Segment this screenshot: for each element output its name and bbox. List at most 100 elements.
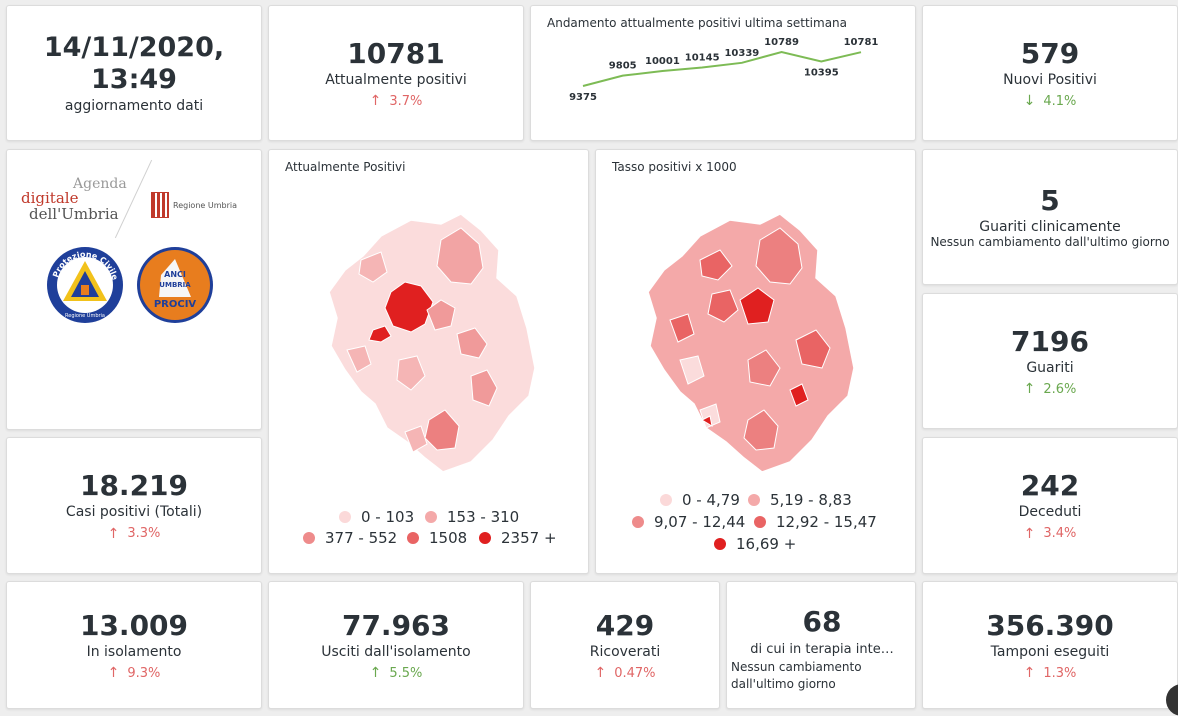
arrow-up-icon: ↑ xyxy=(107,665,120,681)
arrow-up-icon: ↑ xyxy=(594,665,607,681)
legend-label: 2357 + xyxy=(501,529,557,547)
regione-umbria-logo: Regione Umbria xyxy=(151,192,237,218)
legend-label: 0 - 4,79 xyxy=(682,491,740,509)
casi-totali-value: 18.219 xyxy=(79,469,189,502)
trend-card[interactable]: Andamento attualmente positivi ultima se… xyxy=(530,5,916,141)
map1-legend: 0 - 103 153 - 310 377 - 552 1508 2357 + xyxy=(269,150,590,575)
map1-legend-item: 1508 xyxy=(407,529,467,547)
casi-totali-card[interactable]: 18.219 Casi positivi (Totali) ↑ 3.3% xyxy=(6,437,262,574)
update-datetime: 14/11/2020, 13:49 xyxy=(43,32,225,95)
legend-label: 0 - 103 xyxy=(361,508,415,526)
attualmente-positivi-delta: ↑ 3.7% xyxy=(370,94,423,109)
delta-value: 9.3% xyxy=(127,665,161,681)
anci-line3: PROCIV xyxy=(154,299,197,310)
protezione-bottom-text: Regione Umbria xyxy=(65,313,105,319)
tamponi-delta: ↑ 1.3% xyxy=(1024,666,1077,681)
terapia-intensiva-card[interactable]: 68 di cui in terapia inte… Nessun cambia… xyxy=(726,581,916,709)
map1-legend-item: 0 - 103 xyxy=(339,508,414,526)
legend-dot-icon xyxy=(425,511,437,523)
delta-value: 0.47% xyxy=(614,665,656,681)
legend-label: 9,07 - 12,44 xyxy=(654,513,746,531)
logos-card: Agenda digitale dell'Umbria Regione Umbr… xyxy=(6,149,262,430)
terapia-note-line1: Nessun cambiamento xyxy=(731,660,862,674)
usciti-card[interactable]: 77.963 Usciti dall'isolamento ↑ 5.5% xyxy=(268,581,524,709)
agenda-line1: Agenda xyxy=(73,176,127,192)
agenda-line2: digitale xyxy=(21,189,79,207)
guariti-label: Guariti xyxy=(1026,359,1074,376)
casi-totali-label: Casi positivi (Totali) xyxy=(65,504,203,520)
deceduti-card[interactable]: 242 Deceduti ↑ 3.4% xyxy=(922,437,1178,574)
arrow-up-icon: ↑ xyxy=(369,93,382,109)
ricoverati-card[interactable]: 429 Ricoverati ↑ 0.47% xyxy=(530,581,720,709)
update-label: aggiornamento dati xyxy=(64,98,204,114)
umbria-map-tasso[interactable] xyxy=(640,200,880,480)
map2-legend-item: 5,19 - 8,83 xyxy=(748,491,852,509)
legend-dot-icon xyxy=(748,494,760,506)
arrow-up-icon: ↑ xyxy=(1023,381,1036,397)
delta-value: 3.7% xyxy=(389,93,423,109)
map-attualmente-positivi-card[interactable]: Attualmente Positivi 0 - 103 153 - 310 3… xyxy=(268,149,589,574)
attualmente-positivi-label: Attualmente positivi xyxy=(325,71,467,88)
usciti-value: 77.963 xyxy=(341,608,451,642)
legend-label: 1508 xyxy=(429,529,468,547)
map1-legend-item: 2357 + xyxy=(479,529,557,547)
regione-emblem-icon xyxy=(151,192,169,218)
ricoverati-delta: ↑ 0.47% xyxy=(594,666,655,681)
terapia-value: 68 xyxy=(802,605,842,638)
map2-legend-item: 0 - 4,79 xyxy=(660,491,740,509)
legend-label: 16,69 + xyxy=(736,535,797,553)
terapia-label: di cui in terapia inte… xyxy=(750,642,894,657)
arrow-up-icon: ↑ xyxy=(1023,665,1036,681)
tamponi-value: 356.390 xyxy=(986,608,1114,642)
guariti-clinicamente-label: Guariti clinicamente xyxy=(979,219,1121,235)
guariti-clinicamente-value: 5 xyxy=(1040,184,1060,217)
usciti-label: Usciti dall'isolamento xyxy=(321,643,471,660)
ricoverati-value: 429 xyxy=(595,608,655,642)
map2-legend-item: 12,92 - 15,47 xyxy=(754,513,877,531)
deceduti-label: Deceduti xyxy=(1018,504,1082,520)
trend-line xyxy=(582,50,862,87)
delta-value: 3.4% xyxy=(1043,526,1077,541)
tamponi-card[interactable]: 356.390 Tamponi eseguiti ↑ 1.3% xyxy=(922,581,1178,709)
deceduti-delta: ↑ 3.4% xyxy=(1024,526,1077,541)
guariti-clinicamente-card[interactable]: 5 Guariti clinicamente Nessun cambiament… xyxy=(922,149,1178,285)
update-card: 14/11/2020, 13:49 aggiornamento dati xyxy=(6,5,262,141)
guariti-card[interactable]: 7196 Guariti ↑ 2.6% xyxy=(922,293,1178,429)
umbria-map-positivi[interactable] xyxy=(321,200,561,480)
legend-dot-icon xyxy=(479,532,491,544)
delta-value: 4.1% xyxy=(1043,93,1077,109)
map-tasso-positivi-card[interactable]: Tasso positivi x 1000 0 - 4,79 5,19 - 8,… xyxy=(595,149,916,574)
legend-dot-icon xyxy=(303,532,315,544)
legend-dot-icon xyxy=(407,532,419,544)
attualmente-positivi-value: 10781 xyxy=(347,36,445,70)
legend-dot-icon xyxy=(660,494,672,506)
legend-dot-icon xyxy=(714,538,726,550)
isolamento-label: In isolamento xyxy=(86,643,182,660)
nuovi-positivi-card[interactable]: 579 Nuovi Positivi ↓ 4.1% xyxy=(922,5,1178,141)
arrow-up-icon: ↑ xyxy=(107,525,120,542)
trend-point-label: 10395 xyxy=(804,67,839,78)
tamponi-label: Tamponi eseguiti xyxy=(990,643,1110,660)
map1-title: Attualmente Positivi xyxy=(285,160,406,174)
legend-label: 12,92 - 15,47 xyxy=(776,513,877,531)
trend-point-label: 10001 xyxy=(645,56,680,67)
trend-point-label: 10145 xyxy=(685,52,720,63)
map1-legend-item: 153 - 310 xyxy=(425,508,519,526)
trend-point-label: 10339 xyxy=(724,48,759,59)
trend-point-label: 9805 xyxy=(609,61,637,72)
guariti-value: 7196 xyxy=(1011,324,1089,358)
legend-dot-icon xyxy=(632,516,644,528)
anci-prociv-logo: ANCI UMBRIA PROCIV xyxy=(137,247,213,323)
nuovi-positivi-label: Nuovi Positivi xyxy=(1003,71,1097,88)
trend-title: Andamento attualmente positivi ultima se… xyxy=(547,16,848,30)
ricoverati-label: Ricoverati xyxy=(589,643,661,660)
guariti-delta: ↑ 2.6% xyxy=(1024,382,1077,397)
attualmente-positivi-card[interactable]: 10781 Attualmente positivi ↑ 3.7% xyxy=(268,5,524,141)
nuovi-positivi-value: 579 xyxy=(1020,36,1080,70)
map2-legend-item: 9,07 - 12,44 xyxy=(632,513,745,531)
regione-label: Regione Umbria xyxy=(173,200,237,210)
map2-legend: 0 - 4,79 5,19 - 8,83 9,07 - 12,44 12,92 … xyxy=(596,150,917,575)
isolamento-card[interactable]: 13.009 In isolamento ↑ 9.3% xyxy=(6,581,262,709)
legend-dot-icon xyxy=(339,511,351,523)
isolamento-value: 13.009 xyxy=(79,608,189,642)
